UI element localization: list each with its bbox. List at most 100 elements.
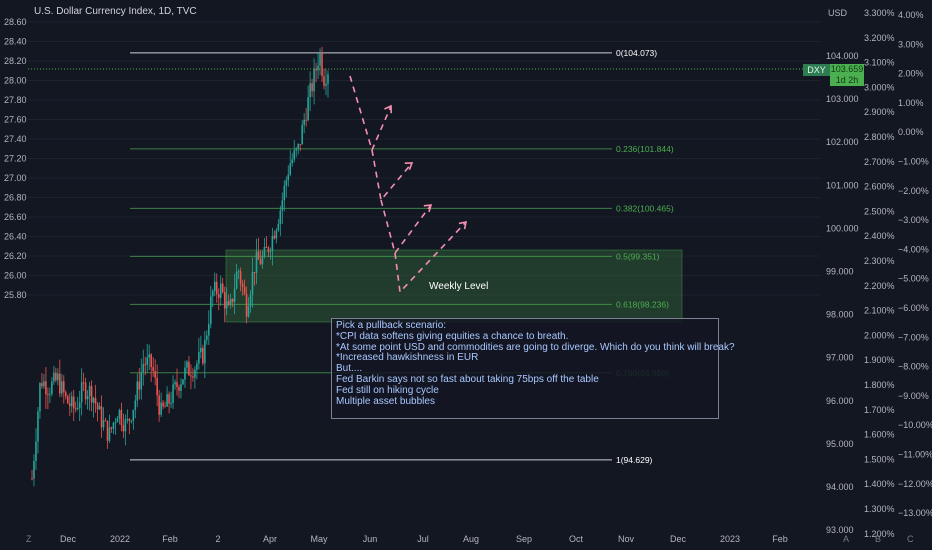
candle-body xyxy=(134,400,137,410)
candle-body xyxy=(102,420,105,428)
price-axis-tick: 100.000 xyxy=(826,223,859,233)
bar-countdown: 1d 2h xyxy=(835,75,859,85)
candle-body xyxy=(213,281,216,291)
time-axis-tick: Aug xyxy=(463,534,479,544)
candle-body xyxy=(51,381,53,394)
note-line: But.... xyxy=(336,363,363,375)
candle-body xyxy=(168,394,170,404)
candle-body xyxy=(237,271,240,273)
scenario-note[interactable]: Pick a pullback scenario: *CPI data soft… xyxy=(331,318,735,419)
candle-body xyxy=(164,406,166,408)
candle-body xyxy=(64,392,67,397)
candle-body xyxy=(60,381,63,394)
candle-body xyxy=(267,247,270,253)
candle-body xyxy=(297,144,300,149)
arrow-head xyxy=(458,220,468,230)
candle-body xyxy=(154,371,156,378)
candle-body xyxy=(188,361,190,376)
candle-body xyxy=(275,230,278,239)
percent-axis-tick: −1.00% xyxy=(898,157,929,167)
price-axis-tick: 93.000 xyxy=(826,525,854,535)
candle-body xyxy=(126,419,129,421)
candle-body xyxy=(112,422,115,429)
price-axis-tick: 94.000 xyxy=(826,482,854,492)
arrow-head xyxy=(384,104,393,114)
candle-body xyxy=(132,409,135,421)
left-axis-tick: 27.60 xyxy=(4,115,27,125)
currency-label[interactable]: USD xyxy=(828,8,848,18)
left-axis-tick: 25.80 xyxy=(4,290,27,300)
candle-body xyxy=(49,393,51,395)
candle-body xyxy=(190,375,192,377)
candle-body xyxy=(273,235,276,239)
symbol-badge: DXY xyxy=(803,64,830,76)
candle-body xyxy=(219,283,222,298)
candle-body xyxy=(311,83,313,92)
goto-zero-button[interactable]: Z xyxy=(26,534,32,544)
candle-body xyxy=(287,174,290,181)
percent-axis-tick: 1.500% xyxy=(864,454,895,464)
candle-body xyxy=(200,347,202,353)
candle-body xyxy=(269,251,272,253)
candle-body xyxy=(158,395,160,415)
button-b[interactable]: B xyxy=(875,534,882,544)
candle-body xyxy=(110,427,113,429)
candle-body xyxy=(279,210,282,224)
candle-body xyxy=(62,381,65,393)
candle-body xyxy=(80,382,83,403)
note-line: Fed Barkin says not so fast about taking… xyxy=(336,373,599,385)
note-line: *At some point USD and commodities are g… xyxy=(336,341,735,353)
right-price-axis: 104.000 103.000 102.000 101.000 100.000 99.00… xyxy=(826,51,859,535)
candle-body xyxy=(257,251,260,260)
candle-body xyxy=(251,272,254,295)
button-c[interactable]: C xyxy=(907,534,914,544)
candle-body xyxy=(120,409,123,426)
percent-axis-tick: 2.800% xyxy=(864,132,895,142)
candle-body xyxy=(192,376,194,378)
price-axis-tick: 96.000 xyxy=(826,396,854,406)
candle-body xyxy=(271,235,274,252)
candle-body xyxy=(160,402,162,415)
percent-axis-tick: 1.700% xyxy=(864,405,895,415)
candle-body xyxy=(235,271,238,289)
auto-scale-button[interactable]: A xyxy=(843,534,850,544)
candle-body xyxy=(289,163,292,175)
candle-body xyxy=(116,418,119,423)
candle-body xyxy=(255,251,258,273)
time-axis-tick: May xyxy=(310,534,328,544)
candle-body xyxy=(283,185,286,201)
weekly-level-label: Weekly Level xyxy=(429,281,489,292)
candle-body xyxy=(261,256,264,265)
candle-body xyxy=(239,271,242,284)
candle-body xyxy=(202,347,204,364)
candle-body xyxy=(68,403,71,407)
candle-body xyxy=(327,74,329,84)
candle-body xyxy=(319,53,321,66)
fib-label: 1(94.629) xyxy=(616,455,653,465)
candle-body xyxy=(182,379,184,385)
candle-body xyxy=(39,383,41,412)
arrow-head xyxy=(423,204,433,213)
percent-axis-tick: −13.00% xyxy=(898,508,932,518)
percent-axis-tick: −11.00% xyxy=(898,450,932,460)
percent-axis-tick: 2.200% xyxy=(864,281,895,291)
candle-body xyxy=(291,159,294,164)
note-line: Pick a pullback scenario: xyxy=(336,320,447,331)
percent-axis-tick: 3.200% xyxy=(864,33,895,43)
candle-body xyxy=(84,382,87,400)
candle-body xyxy=(152,367,154,372)
percent-axis-tick: −10.00% xyxy=(898,420,932,430)
chart-title: U.S. Dollar Currency Index, 1D, TVC xyxy=(34,6,197,17)
candle-body xyxy=(92,398,95,403)
candle-body xyxy=(249,294,252,307)
candle-body xyxy=(217,294,220,298)
price-axis-tick: 102.000 xyxy=(826,137,859,147)
candle-body xyxy=(295,148,298,151)
percent-axis-tick: 2.00% xyxy=(898,69,924,79)
price-axis-tick: 97.000 xyxy=(826,353,854,363)
candle-body xyxy=(130,420,133,422)
candle-body xyxy=(253,272,256,274)
candle-body xyxy=(47,394,49,396)
candle-body xyxy=(72,396,75,409)
